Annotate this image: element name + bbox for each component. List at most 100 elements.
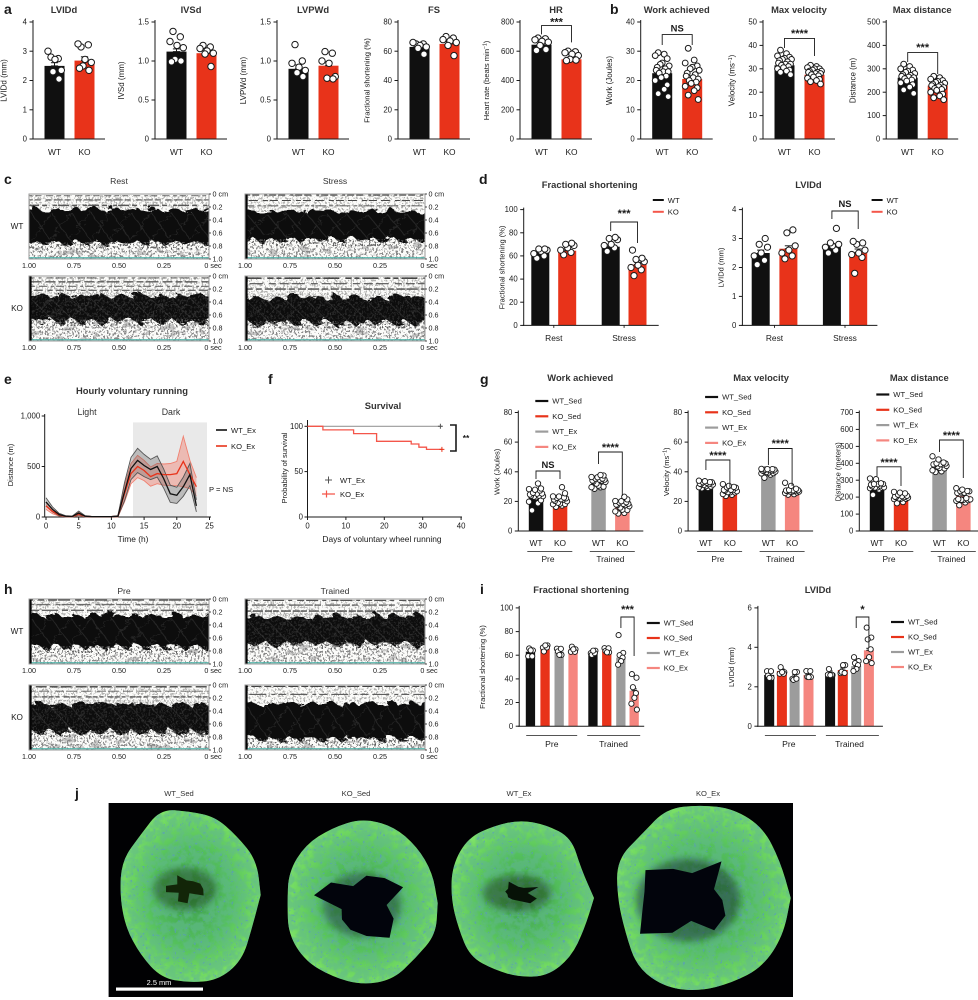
svg-text:Max distance: Max distance xyxy=(893,4,952,15)
svg-text:20: 20 xyxy=(626,76,635,85)
svg-text:0.5: 0.5 xyxy=(138,96,150,105)
svg-text:1.0: 1.0 xyxy=(429,659,439,668)
svg-text:****: **** xyxy=(602,442,620,454)
svg-text:1.0: 1.0 xyxy=(213,745,223,754)
svg-text:0 cm: 0 cm xyxy=(429,594,445,603)
svg-text:20: 20 xyxy=(748,88,757,97)
svg-text:0 cm: 0 cm xyxy=(213,271,229,280)
svg-text:****: **** xyxy=(943,430,961,442)
svg-text:WT_Ex: WT_Ex xyxy=(893,421,918,430)
svg-text:KO: KO xyxy=(322,147,335,157)
svg-text:0.50: 0.50 xyxy=(112,752,126,761)
svg-text:KO: KO xyxy=(78,147,91,157)
svg-text:30: 30 xyxy=(748,64,757,73)
svg-text:40: 40 xyxy=(383,76,392,85)
svg-text:Distance (meters): Distance (meters) xyxy=(833,442,842,502)
svg-text:6: 6 xyxy=(748,604,752,613)
svg-text:WT: WT xyxy=(887,196,899,205)
svg-text:1.5: 1.5 xyxy=(138,18,150,27)
svg-text:*: * xyxy=(860,604,865,616)
svg-text:****: **** xyxy=(791,28,809,40)
svg-text:Dark: Dark xyxy=(162,407,181,417)
svg-text:0.4: 0.4 xyxy=(213,706,223,715)
svg-text:NS: NS xyxy=(541,459,554,470)
svg-text:***: *** xyxy=(916,42,930,54)
svg-text:0.6: 0.6 xyxy=(213,719,223,728)
svg-text:P = NS: P = NS xyxy=(209,485,233,494)
svg-text:Distance (m): Distance (m) xyxy=(848,57,857,103)
svg-text:0.75: 0.75 xyxy=(283,261,297,270)
svg-text:20: 20 xyxy=(509,298,518,307)
svg-text:0.25: 0.25 xyxy=(157,666,171,675)
svg-text:60: 60 xyxy=(505,651,514,660)
svg-text:Probability of survival: Probability of survival xyxy=(280,432,289,503)
svg-text:0: 0 xyxy=(305,522,310,531)
svg-text:0.25: 0.25 xyxy=(157,343,171,352)
svg-text:LVIDd (mm): LVIDd (mm) xyxy=(727,647,736,687)
svg-text:KO_Sed: KO_Sed xyxy=(893,405,922,414)
svg-text:b: b xyxy=(610,1,619,17)
svg-text:Stress: Stress xyxy=(833,333,857,343)
svg-text:WT: WT xyxy=(535,147,548,157)
svg-text:0.2: 0.2 xyxy=(429,202,439,211)
svg-text:500: 500 xyxy=(867,18,881,27)
svg-text:2: 2 xyxy=(748,682,752,691)
svg-text:WT: WT xyxy=(170,147,183,157)
svg-text:0.4: 0.4 xyxy=(429,706,439,715)
svg-text:IVSd: IVSd xyxy=(181,4,202,15)
svg-text:2.5 mm: 2.5 mm xyxy=(147,978,172,987)
svg-text:WT: WT xyxy=(699,538,712,548)
svg-text:Work achieved: Work achieved xyxy=(644,4,710,15)
svg-text:1.00: 1.00 xyxy=(22,261,36,270)
svg-text:0: 0 xyxy=(44,522,49,531)
svg-text:0.25: 0.25 xyxy=(373,666,387,675)
svg-text:0.2: 0.2 xyxy=(429,607,439,616)
svg-text:0 cm: 0 cm xyxy=(213,594,229,603)
svg-text:KO_Ex: KO_Ex xyxy=(664,664,688,673)
svg-text:0 sec: 0 sec xyxy=(204,752,222,761)
svg-text:NS: NS xyxy=(838,198,851,209)
svg-text:1.0: 1.0 xyxy=(213,659,223,668)
svg-text:****: **** xyxy=(709,450,727,462)
svg-text:1.5: 1.5 xyxy=(260,18,272,27)
svg-text:50: 50 xyxy=(294,467,303,476)
svg-text:400: 400 xyxy=(867,41,881,50)
svg-text:0.6: 0.6 xyxy=(429,310,439,319)
svg-text:Max velocity: Max velocity xyxy=(733,372,790,383)
svg-text:800: 800 xyxy=(501,18,515,27)
svg-text:1: 1 xyxy=(732,292,736,301)
svg-text:Max velocity: Max velocity xyxy=(771,4,828,15)
svg-text:Hourly voluntary running: Hourly voluntary running xyxy=(76,385,188,396)
svg-text:0.8: 0.8 xyxy=(429,323,439,332)
svg-text:80: 80 xyxy=(504,408,513,417)
svg-text:30: 30 xyxy=(418,522,427,531)
svg-text:Pre: Pre xyxy=(711,554,724,564)
svg-text:WT_Ex: WT_Ex xyxy=(507,789,532,798)
svg-text:WT_Sed: WT_Sed xyxy=(664,619,694,628)
svg-text:0.2: 0.2 xyxy=(429,284,439,293)
svg-text:WT_Ex: WT_Ex xyxy=(552,427,577,436)
svg-text:0: 0 xyxy=(513,321,518,330)
svg-text:600: 600 xyxy=(840,425,854,434)
svg-text:KO_Sed: KO_Sed xyxy=(664,634,693,643)
svg-text:Velocity (ms−1): Velocity (ms−1) xyxy=(662,447,671,496)
svg-text:Fractional shortening: Fractional shortening xyxy=(533,584,629,595)
svg-text:20: 20 xyxy=(380,522,389,531)
svg-text:WT: WT xyxy=(11,627,24,636)
svg-text:0: 0 xyxy=(849,527,854,536)
svg-text:Light: Light xyxy=(77,407,97,417)
svg-text:700: 700 xyxy=(840,408,854,417)
svg-text:100: 100 xyxy=(867,111,881,120)
svg-text:100: 100 xyxy=(500,604,514,613)
svg-text:1.00: 1.00 xyxy=(238,666,252,675)
svg-text:40: 40 xyxy=(748,41,757,50)
svg-text:WT_Ex: WT_Ex xyxy=(340,476,365,485)
svg-text:Velocity (ms−1): Velocity (ms−1) xyxy=(727,54,736,106)
svg-text:20: 20 xyxy=(172,522,181,531)
svg-text:60: 60 xyxy=(673,438,682,447)
svg-text:KO: KO xyxy=(957,538,970,548)
svg-text:0: 0 xyxy=(510,135,515,144)
svg-text:300: 300 xyxy=(840,476,854,485)
svg-text:LVIDd (mm): LVIDd (mm) xyxy=(716,247,725,287)
svg-text:20: 20 xyxy=(383,105,392,114)
